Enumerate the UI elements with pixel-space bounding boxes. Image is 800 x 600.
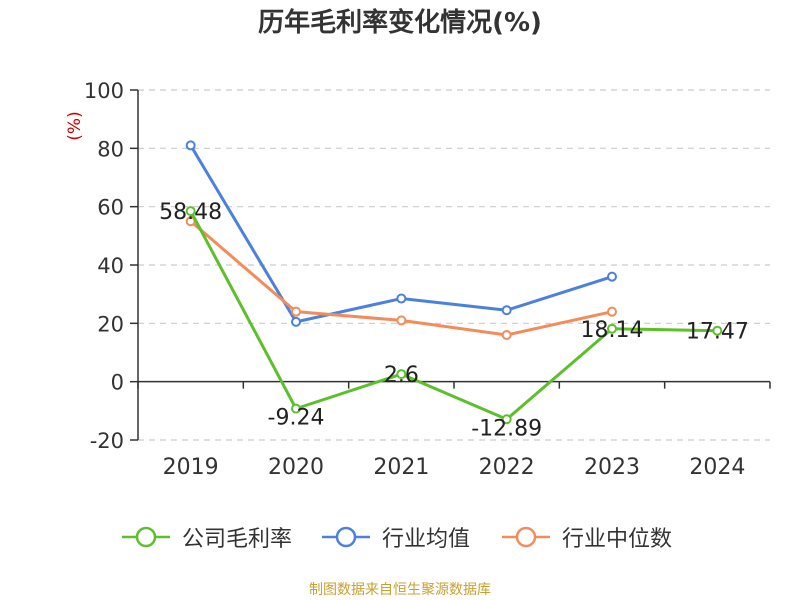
data-label-company: -12.89 [471, 416, 542, 441]
data-label-company: 18.14 [581, 318, 644, 343]
data-point-industry_avg [501, 305, 512, 316]
legend-item-industry-avg[interactable]: 行业均值 [320, 520, 470, 554]
data-point-company [291, 403, 301, 414]
data-point-industry_avg [185, 140, 196, 151]
legend-label-industry-avg: 行业均值 [382, 527, 471, 552]
data-label-company: 17.47 [686, 320, 749, 345]
y-tick-label: 80 [97, 137, 124, 161]
legend-label-company: 公司毛利率 [182, 527, 293, 552]
y-tick-label: -20 [90, 429, 124, 453]
x-tick-label: 2021 [373, 455, 429, 480]
data-point-industry_median [607, 306, 617, 317]
data-point-company [607, 323, 617, 334]
x-tick-label: 2020 [268, 455, 324, 480]
y-tick-label: 40 [97, 254, 124, 278]
data-point-company [185, 206, 196, 217]
chart-title: 历年毛利率变化情况(%) [258, 8, 542, 38]
data-point-industry_median [291, 306, 301, 317]
data-point-company [396, 369, 407, 380]
legend-marker-industry-avg-icon [322, 526, 370, 548]
legend-item-company[interactable]: 公司毛利率 [120, 520, 292, 554]
y-tick-label: 20 [97, 312, 124, 336]
y-tick-label: 100 [84, 79, 124, 103]
x-tick-label: 2019 [163, 455, 219, 480]
data-point-company [501, 414, 512, 425]
series-line-company [189, 210, 718, 421]
data-point-industry_median [501, 330, 512, 340]
series-lines [185, 140, 723, 425]
legend-item-industry-median[interactable]: 行业中位数 [500, 520, 672, 554]
x-tick-label: 2022 [479, 455, 535, 480]
y-tick-label: 0 [111, 371, 124, 395]
source-note: 制图数据来自恒生聚源数据库 [309, 582, 491, 598]
data-point-industry_avg [607, 271, 617, 282]
x-tick-label: 2023 [584, 455, 640, 480]
data-labels: 58.48 -9.24 2.6 -12.89 18.14 17.47 [159, 200, 749, 441]
legend: 公司毛利率 行业均值 行业中位数 [0, 520, 800, 554]
data-point-industry_avg [396, 293, 407, 304]
data-label-company: 58.48 [159, 200, 222, 225]
legend-label-industry-median: 行业中位数 [562, 527, 673, 552]
data-point-company [712, 325, 723, 336]
y-axis-unit-label: (%) [65, 111, 85, 140]
x-tick-label: 2024 [689, 455, 745, 480]
axes: -20 0 20 40 60 80 100 2019 2020 2021 2022 2023 2024 (… [65, 79, 771, 480]
legend-marker-industry-median-icon [502, 526, 550, 548]
y-tick-label: 60 [97, 196, 124, 220]
data-point-industry_median [396, 315, 407, 326]
legend-marker-company-icon [122, 526, 170, 548]
data-label-company: -9.24 [268, 406, 325, 431]
data-point-industry_avg [291, 316, 301, 327]
data-label-company: 2.6 [384, 363, 419, 388]
